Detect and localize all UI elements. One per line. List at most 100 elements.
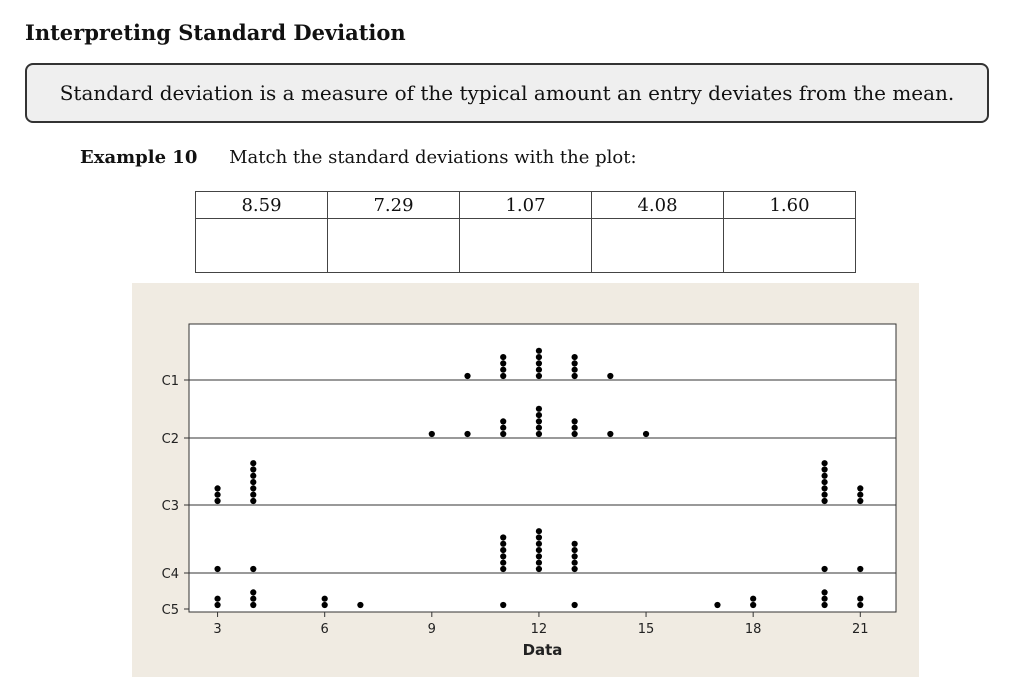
data-dot <box>714 601 721 609</box>
data-dot <box>214 497 221 505</box>
data-dot <box>571 540 578 547</box>
x-tick-label: 18 <box>745 622 762 637</box>
data-dot <box>857 491 864 498</box>
data-dot <box>750 595 757 602</box>
data-dot <box>535 405 543 412</box>
sd-value-cell: 7.29 <box>327 191 460 219</box>
row-label: C1 <box>162 374 179 389</box>
data-dot <box>821 460 828 467</box>
data-dot <box>535 547 543 554</box>
data-dot <box>821 497 828 505</box>
sd-table: 8.59 7.29 1.07 4.08 1.60 <box>195 191 856 273</box>
answer-cell[interactable] <box>327 218 460 273</box>
data-dot <box>750 601 757 609</box>
answer-cell[interactable] <box>459 218 592 273</box>
data-dot <box>214 485 221 492</box>
data-dot <box>535 528 543 535</box>
data-dot <box>821 601 828 609</box>
x-tick-label: 6 <box>321 622 329 637</box>
sd-value-cell: 1.07 <box>459 191 592 219</box>
x-tick-label: 15 <box>638 622 655 637</box>
data-dot <box>464 430 471 438</box>
data-dot <box>821 595 828 602</box>
data-dot <box>571 360 578 367</box>
data-dot <box>500 547 507 554</box>
data-dot <box>214 491 221 498</box>
data-dot <box>571 366 578 373</box>
sd-value-cell: 1.60 <box>723 191 856 219</box>
row-label: C4 <box>162 567 179 582</box>
data-dot <box>535 412 543 419</box>
answer-cell[interactable] <box>591 218 724 273</box>
data-dot <box>857 595 864 602</box>
data-dot <box>821 479 828 486</box>
data-dot <box>250 485 257 492</box>
data-dot <box>500 424 507 431</box>
data-dot <box>857 497 864 505</box>
data-dot <box>857 601 864 609</box>
data-dot <box>214 595 221 602</box>
data-dot <box>214 601 221 609</box>
data-dot <box>250 466 257 473</box>
data-dot <box>821 565 828 573</box>
data-dot <box>571 601 578 609</box>
data-dot <box>250 601 257 609</box>
data-dot <box>571 424 578 431</box>
data-dot <box>821 485 828 492</box>
data-dot <box>857 565 864 573</box>
x-axis-title: Data <box>523 641 563 659</box>
data-dot <box>607 372 614 380</box>
data-dot <box>535 418 543 425</box>
data-dot <box>535 540 543 547</box>
sd-value-cell: 4.08 <box>591 191 724 219</box>
answer-cell[interactable] <box>723 218 856 273</box>
data-dot <box>535 430 543 438</box>
definition-box: Standard deviation is a measure of the t… <box>25 63 989 123</box>
example-label: Example 10 <box>80 147 198 168</box>
data-dot <box>571 354 578 361</box>
x-tick-label: 21 <box>852 622 869 637</box>
data-dot <box>214 565 221 573</box>
data-dot <box>250 589 257 596</box>
data-dot <box>250 460 257 467</box>
data-dot <box>571 418 578 425</box>
data-dot <box>500 354 507 361</box>
data-dot <box>535 360 543 367</box>
data-dot <box>857 485 864 492</box>
data-dot <box>250 595 257 602</box>
data-dot <box>500 559 507 566</box>
data-dot <box>535 366 543 373</box>
data-dot <box>535 553 543 560</box>
example-heading: Example 10 Match the standard deviations… <box>80 147 637 168</box>
data-dot <box>821 491 828 498</box>
data-dot <box>250 565 257 573</box>
data-dot <box>464 372 471 380</box>
data-dot <box>500 366 507 373</box>
data-dot <box>500 372 507 380</box>
data-dot <box>250 491 257 498</box>
data-dot <box>500 534 507 541</box>
data-dot <box>607 430 614 438</box>
row-label: C3 <box>162 499 179 514</box>
data-dot <box>321 595 328 602</box>
data-dot <box>535 354 543 361</box>
data-dot <box>500 601 507 609</box>
data-dot <box>571 553 578 560</box>
row-label: C2 <box>162 432 179 447</box>
data-dot <box>500 540 507 547</box>
x-tick-label: 3 <box>213 622 221 637</box>
data-dot <box>250 472 257 479</box>
data-dot <box>250 497 257 505</box>
data-dot <box>535 534 543 541</box>
row-label: C5 <box>162 603 179 618</box>
data-dot <box>357 601 364 609</box>
answer-cell[interactable] <box>195 218 328 273</box>
sd-value-cell: 8.59 <box>195 191 328 219</box>
dotplot-chart: C1 C2 C3 C4 C5 3 6 9 12 15 18 21 Data <box>162 323 897 659</box>
example-prompt: Match the standard deviations with the p… <box>229 147 637 168</box>
data-dot <box>535 347 543 354</box>
data-dot <box>500 418 507 425</box>
answer-row <box>195 218 856 273</box>
data-dot <box>500 553 507 560</box>
dotplot-panel: C1 C2 C3 C4 C5 3 6 9 12 15 18 21 Data <box>132 283 919 677</box>
